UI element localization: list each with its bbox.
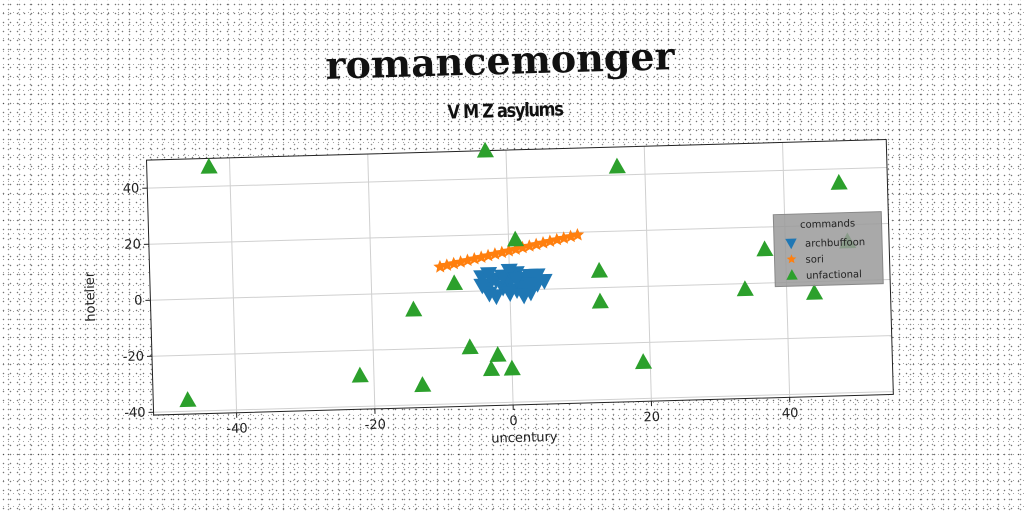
legend-marker-shape [786,269,798,280]
legend-label: unfactional [806,269,862,282]
unfactional-point [590,261,609,278]
y-tick-label: 0 [134,293,143,308]
sori-point [481,248,495,262]
y-grid-line [151,335,892,357]
y-tick-label: -40 [124,405,146,421]
axis-ticks: -40 -20 0 20 40 -40 -20 0 20 40 [123,181,799,437]
unfactional-point [476,141,494,158]
x-tick-label: -40 [226,421,248,437]
x-axis-label: uncentury [491,430,558,447]
sori-point [522,239,536,252]
unfactional-point [756,240,774,257]
archbuffoon-point [479,266,498,283]
legend-entries: archbuffoon sori unfactional [785,237,865,282]
sori-point [557,231,571,244]
y-grid-line [147,167,888,189]
archbuffoon-point [487,289,505,306]
archbuffoon-point [500,263,518,280]
y-axis-label: hotelier [83,271,99,322]
x-grid-line [643,146,652,402]
sori-point [515,240,530,254]
legend-label: archbuffoon [805,237,865,250]
unfactional-point [608,157,626,174]
legend-title: commands [800,218,855,231]
sori-point [474,250,488,264]
unfactional-point [503,359,521,376]
archbuffoon-point [515,288,533,305]
legend-box [772,211,884,288]
series-unfactional [179,141,857,408]
sori-point [440,258,454,272]
unfactional-point [806,283,824,300]
x-tick-label: 20 [643,410,660,425]
archbuffoon-point [507,271,525,288]
archbuffoon-point [473,278,491,295]
sori-point [433,259,447,273]
x-tick-label: 40 [782,406,799,421]
unfactional-point [414,376,432,393]
legend-marker-unfactional [786,269,798,280]
unfactional-point [489,345,507,362]
unfactional-point [736,280,754,297]
y-tick-label: -20 [123,349,145,365]
unfactional-point [591,292,609,309]
x-tick-label: 0 [509,414,518,429]
unfactional-point [507,230,525,247]
y-grid-line [148,223,889,245]
x-tick-label: -20 [364,418,386,434]
unfactional-point [351,366,369,383]
archbuffoon-point [521,277,539,293]
sori-point [570,228,585,241]
archbuffoon-point [528,268,546,285]
legend: commands archbuffoon sori unfactional [772,211,884,288]
data-marks [179,141,857,408]
series-archbuffoon [473,263,553,306]
y-tick-label: 40 [123,181,140,196]
sori-point [563,229,578,243]
legend-marker-sori [786,254,797,264]
series-sori [433,228,585,273]
legend-marker-shape [785,238,797,250]
unfactional-point [461,338,479,355]
y-tick-label: 20 [124,237,141,252]
x-grid-line [228,157,238,413]
legend-marker-archbuffoon [785,238,797,250]
plot-area: -40 -20 0 20 40 -40 -20 0 20 40 uncentury hotelie… [83,138,894,447]
y-grid-line [153,391,894,413]
unfactional-point [483,360,501,377]
legend-label: sori [805,254,824,266]
archbuffoon-point [501,285,519,302]
x-grid-line [367,153,376,409]
unfactional-point [405,300,423,317]
unfactional-point [830,173,848,190]
unfactional-point [200,157,218,174]
legend-marker-shape [786,254,797,264]
unfactional-point [635,353,653,370]
unfactional-point [446,274,464,291]
sori-point [529,237,543,251]
plot-frame [145,138,894,416]
unfactional-point [179,391,197,408]
